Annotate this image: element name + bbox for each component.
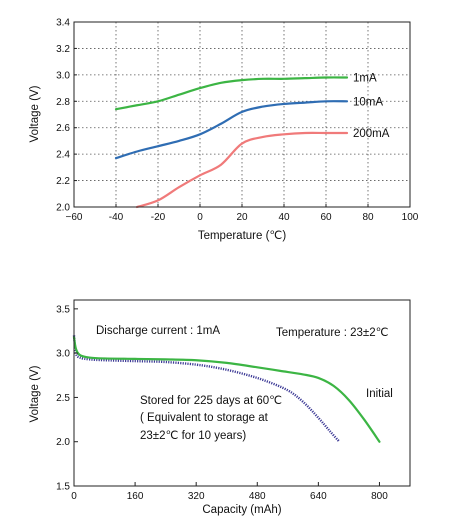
series-line-1ma — [114, 76, 349, 111]
chart2-frame — [73, 299, 411, 487]
chart2-y-tick-label: 1.5 — [56, 482, 70, 493]
chart1-x-tick-label: 80 — [362, 212, 374, 223]
chart1-x-tick-label: 60 — [320, 212, 332, 223]
series-label-1ma: 1mA — [353, 73, 377, 85]
chart2-y-tick-label: 2.5 — [56, 393, 70, 404]
chart1-x-tick-label: 20 — [236, 212, 248, 223]
chart1-y-tick-label: 3.0 — [56, 70, 70, 81]
chart1-y-tick-label: 2.0 — [56, 203, 70, 214]
chart2-x-tick-label: 480 — [249, 491, 266, 502]
chart1-x-tick-label: -20 — [151, 212, 166, 223]
chart1-x-axis-label: Temperature (℃) — [198, 230, 286, 242]
chart2-x-axis-label: Capacity (mAh) — [202, 504, 281, 516]
chart-temperature: −60 -40 -20 0 20 40 60 80 100 2.0 2.2 2.4 2.6 2.8 3.0 3… — [29, 18, 419, 243]
chart1-y-tick-label: 2.8 — [56, 97, 70, 108]
series-line-10ma — [114, 100, 349, 160]
chart1-y-tick-label: 2.4 — [56, 150, 70, 161]
chart1-series-labels: 1mA 10mA 200mA — [353, 73, 390, 141]
series-line-stored — [72, 335, 341, 443]
chart-capacity: 0 160 320 480 640 800 1.5 2.0 2.5 3.0 3.5 Discharg… — [29, 299, 411, 516]
temperature-annotation: Temperature : 23±2℃ — [276, 327, 389, 339]
series-label-200ma: 200mA — [353, 128, 390, 140]
chart2-ticks: 0 160 320 480 640 800 1.5 2.0 2.5 3.0 3.5 — [56, 304, 388, 502]
chart1-x-tick-label: 0 — [197, 212, 203, 223]
series-line-initial — [72, 336, 381, 443]
chart1-grid — [74, 22, 410, 207]
series-label-10ma: 10mA — [353, 96, 383, 108]
chart2-x-tick-label: 320 — [188, 491, 205, 502]
stored-annotation-line1: Stored for 225 days at 60℃ — [140, 395, 282, 407]
chart2-series — [72, 335, 381, 443]
chart1-x-tick-label: 40 — [278, 212, 290, 223]
chart2-y-tick-label: 3.5 — [56, 304, 70, 315]
chart1-x-tick-label: -40 — [109, 212, 124, 223]
chart1-y-tick-label: 3.4 — [56, 18, 70, 29]
chart2-x-tick-label: 640 — [310, 491, 327, 502]
stored-annotation-line3: 23±2℃ for 10 years) — [140, 430, 246, 442]
discharge-current-annotation: Discharge current : 1mA — [96, 325, 220, 337]
chart1-y-tick-label: 2.2 — [56, 176, 70, 187]
chart2-y-axis-label: Voltage (V) — [29, 365, 41, 422]
chart1-ticks: −60 -40 -20 0 20 40 60 80 100 2.0 2.2 2.4 2.6 2.8 3.0 3… — [56, 18, 419, 224]
chart1-x-tick-label: −60 — [66, 212, 83, 223]
chart2-y-tick-label: 2.0 — [56, 437, 70, 448]
chart1-y-axis-label: Voltage (V) — [29, 85, 41, 142]
chart2-x-tick-label: 800 — [371, 491, 388, 502]
chart1-y-tick-label: 3.2 — [56, 44, 70, 55]
chart2-x-tick-label: 0 — [71, 491, 77, 502]
chart1-y-tick-label: 2.6 — [56, 123, 70, 134]
initial-series-label: Initial — [366, 388, 393, 400]
chart1-series — [114, 76, 349, 209]
stored-annotation-line2: ( Equivalent to storage at — [140, 412, 269, 424]
chart2-x-tick-label: 160 — [127, 491, 144, 502]
series-line-200ma — [135, 131, 349, 209]
chart1-x-tick-label: 100 — [402, 212, 419, 223]
chart2-y-tick-label: 3.0 — [56, 349, 70, 360]
